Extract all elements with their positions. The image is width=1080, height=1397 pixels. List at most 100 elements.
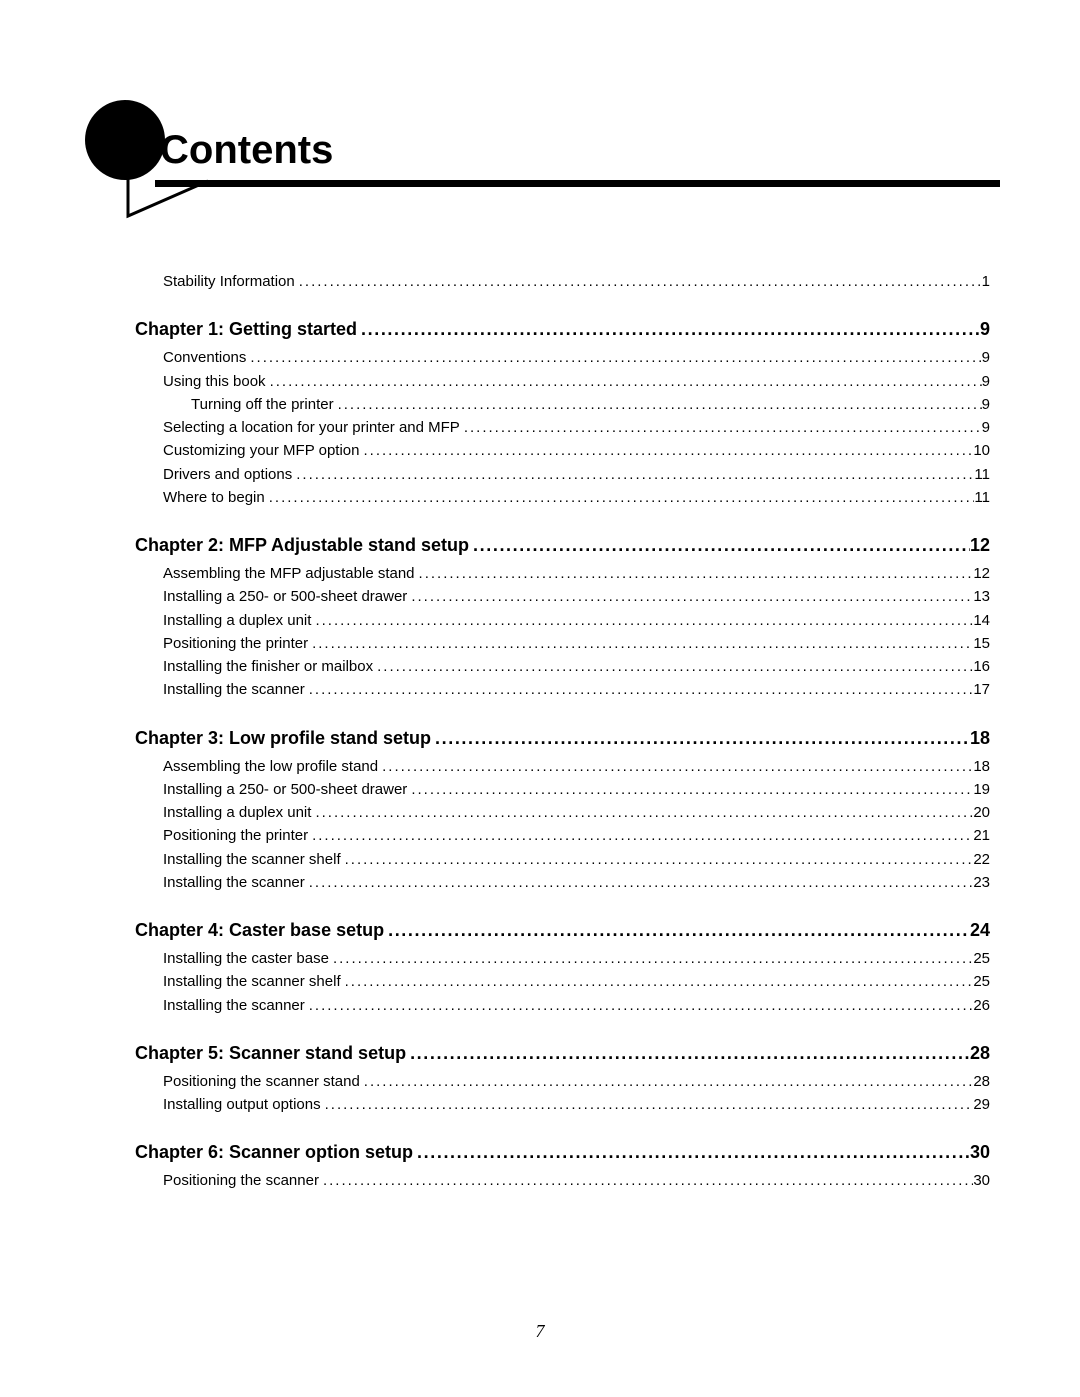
toc-item-label: Positioning the printer bbox=[163, 824, 308, 847]
leader-dots: ........................................… bbox=[266, 370, 982, 393]
toc-chapter-page: 9 bbox=[980, 319, 990, 340]
toc-item: Customizing your MFP option.............… bbox=[163, 439, 990, 462]
toc-item-label: Assembling the MFP adjustable stand bbox=[163, 562, 415, 585]
toc-item-page: 9 bbox=[982, 370, 990, 393]
toc-chapter-page: 28 bbox=[970, 1043, 990, 1064]
toc-item-page: 1 bbox=[982, 270, 990, 293]
toc-item-label: Installing the finisher or mailbox bbox=[163, 655, 373, 678]
toc-item: Installing the scanner..................… bbox=[163, 678, 990, 701]
header-rule bbox=[155, 180, 1000, 187]
toc-item-page: 21 bbox=[973, 824, 990, 847]
leader-dots: ........................................… bbox=[406, 1043, 970, 1064]
toc-item-label: Where to begin bbox=[163, 486, 265, 509]
toc-item-page: 20 bbox=[973, 801, 990, 824]
toc-item-label: Installing a duplex unit bbox=[163, 801, 311, 824]
toc-item-page: 11 bbox=[974, 486, 990, 509]
toc-item-label: Installing output options bbox=[163, 1093, 321, 1116]
toc-item-page: 15 bbox=[973, 632, 990, 655]
leader-dots: ........................................… bbox=[469, 535, 970, 556]
bullet-circle-icon bbox=[85, 100, 165, 180]
toc-item-page: 17 bbox=[973, 678, 990, 701]
leader-dots: ........................................… bbox=[329, 947, 973, 970]
toc-item-page: 26 bbox=[973, 994, 990, 1017]
toc-item: Installing a duplex unit................… bbox=[163, 801, 990, 824]
toc-item-label: Positioning the printer bbox=[163, 632, 308, 655]
leader-dots: ........................................… bbox=[334, 393, 982, 416]
toc-chapter-page: 12 bbox=[970, 535, 990, 556]
toc-chapter: Chapter 6: Scanner option setup ........… bbox=[135, 1142, 990, 1163]
toc-item-label: Installing a 250- or 500-sheet drawer bbox=[163, 585, 407, 608]
toc-item-label: Positioning the scanner stand bbox=[163, 1070, 360, 1093]
leader-dots: ........................................… bbox=[341, 848, 974, 871]
toc-chapter-title: Chapter 2: MFP Adjustable stand setup bbox=[135, 535, 469, 556]
page-number: 7 bbox=[0, 1321, 1080, 1342]
leader-dots: ........................................… bbox=[292, 463, 974, 486]
leader-dots: ........................................… bbox=[360, 1070, 974, 1093]
toc-item-page: 29 bbox=[973, 1093, 990, 1116]
toc-item-label: Positioning the scanner bbox=[163, 1169, 319, 1192]
leader-dots: ........................................… bbox=[407, 778, 973, 801]
leader-dots: ........................................… bbox=[308, 824, 973, 847]
leader-dots: ........................................… bbox=[319, 1169, 973, 1192]
toc-chapter-title: Chapter 3: Low profile stand setup bbox=[135, 728, 431, 749]
leader-dots: ........................................… bbox=[305, 871, 974, 894]
leader-dots: ........................................… bbox=[305, 678, 974, 701]
toc-chapter-title: Chapter 5: Scanner stand setup bbox=[135, 1043, 406, 1064]
toc-item: Drivers and options.....................… bbox=[163, 463, 990, 486]
toc-item-label: Customizing your MFP option bbox=[163, 439, 359, 462]
toc-item: Installing output options...............… bbox=[163, 1093, 990, 1116]
toc-chapter: Chapter 5: Scanner stand setup .........… bbox=[135, 1043, 990, 1064]
toc-item-page: 9 bbox=[982, 346, 990, 369]
toc-item-page: 22 bbox=[973, 848, 990, 871]
toc-item-page: 23 bbox=[973, 871, 990, 894]
toc-item: Installing a 250- or 500-sheet drawer...… bbox=[163, 778, 990, 801]
leader-dots: ........................................… bbox=[321, 1093, 974, 1116]
toc-item-label: Installing a duplex unit bbox=[163, 609, 311, 632]
toc-chapter-title: Chapter 1: Getting started bbox=[135, 319, 357, 340]
leader-dots: ........................................… bbox=[373, 655, 973, 678]
toc-item-label: Installing a 250- or 500-sheet drawer bbox=[163, 778, 407, 801]
toc-item-page: 9 bbox=[982, 393, 990, 416]
toc-item-page: 9 bbox=[982, 416, 990, 439]
leader-dots: ........................................… bbox=[413, 1142, 970, 1163]
leader-dots: ........................................… bbox=[357, 319, 980, 340]
toc-item: Stability Information ..................… bbox=[163, 270, 990, 293]
leader-dots: ........................................… bbox=[359, 439, 973, 462]
toc-item: Installing the scanner..................… bbox=[163, 994, 990, 1017]
leader-dots: ........................................… bbox=[305, 994, 974, 1017]
header: Contents bbox=[80, 100, 1000, 230]
leader-dots: ........................................… bbox=[407, 585, 973, 608]
toc-item-page: 25 bbox=[973, 970, 990, 993]
toc-chapter-page: 30 bbox=[970, 1142, 990, 1163]
leader-dots: ........................................… bbox=[246, 346, 981, 369]
toc-item: Turning off the printer.................… bbox=[191, 393, 990, 416]
toc-item-label: Assembling the low profile stand bbox=[163, 755, 378, 778]
page-container: Contents Stability Information .........… bbox=[0, 0, 1080, 1397]
toc-item: Installing a 250- or 500-sheet drawer...… bbox=[163, 585, 990, 608]
toc-item-page: 16 bbox=[973, 655, 990, 678]
toc-item-label: Installing the scanner bbox=[163, 994, 305, 1017]
toc-item: Positioning the scanner stand...........… bbox=[163, 1070, 990, 1093]
toc-item-page: 28 bbox=[973, 1070, 990, 1093]
toc-chapter: Chapter 2: MFP Adjustable stand setup ..… bbox=[135, 535, 990, 556]
leader-dots: ........................................… bbox=[341, 970, 974, 993]
toc-chapter: Chapter 4: Caster base setup ...........… bbox=[135, 920, 990, 941]
leader-dots: ........................................… bbox=[384, 920, 970, 941]
toc-item-label: Stability Information bbox=[163, 270, 295, 293]
toc-chapter: Chapter 3: Low profile stand setup .....… bbox=[135, 728, 990, 749]
toc-item: Installing the scanner shelf............… bbox=[163, 848, 990, 871]
toc-item-page: 12 bbox=[973, 562, 990, 585]
toc-chapter-title: Chapter 4: Caster base setup bbox=[135, 920, 384, 941]
toc-item-label: Selecting a location for your printer an… bbox=[163, 416, 460, 439]
leader-dots: ........................................… bbox=[378, 755, 973, 778]
toc-item-page: 25 bbox=[973, 947, 990, 970]
toc-item: Positioning the printer.................… bbox=[163, 632, 990, 655]
toc-item-label: Using this book bbox=[163, 370, 266, 393]
toc-item: Using this book.........................… bbox=[163, 370, 990, 393]
toc-item-page: 30 bbox=[973, 1169, 990, 1192]
toc-item-label: Installing the caster base bbox=[163, 947, 329, 970]
leader-dots: ........................................… bbox=[311, 801, 973, 824]
toc-chapter-title: Chapter 6: Scanner option setup bbox=[135, 1142, 413, 1163]
toc-item-page: 10 bbox=[973, 439, 990, 462]
leader-dots: ........................................… bbox=[415, 562, 974, 585]
